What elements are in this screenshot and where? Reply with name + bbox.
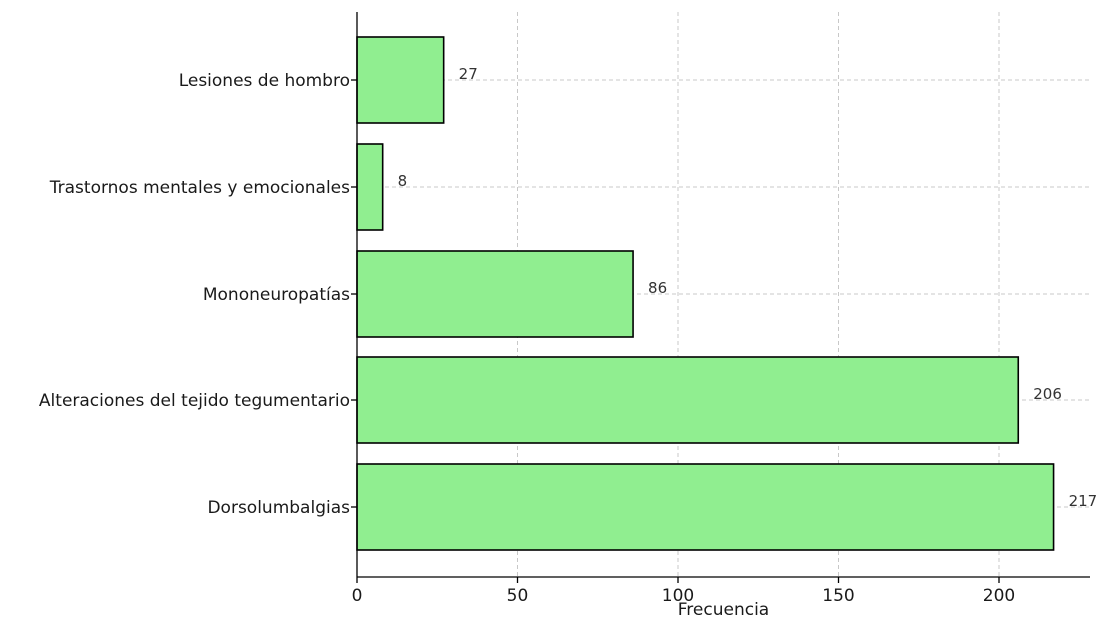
bar	[356, 356, 1020, 444]
bar	[356, 463, 1055, 551]
category-label: Dorsolumbalgias	[207, 498, 350, 518]
category-label: Lesiones de hombro	[179, 71, 350, 91]
x-tick-label: 0	[352, 586, 363, 606]
value-label: 217	[1069, 492, 1098, 510]
value-label: 27	[459, 65, 478, 83]
x-tick-label: 200	[983, 586, 1015, 606]
bar	[356, 36, 445, 124]
x-axis-title: Frecuencia	[678, 600, 769, 620]
bars	[356, 36, 1055, 551]
x-tick-label: 150	[822, 586, 854, 606]
bar	[356, 250, 634, 338]
x-tick-label: 50	[507, 586, 529, 606]
category-label: Alteraciones del tejido tegumentario	[39, 391, 350, 411]
value-label: 86	[648, 279, 667, 297]
category-label: Trastornos mentales y emocionales	[49, 178, 350, 198]
value-label: 8	[398, 172, 408, 190]
bar	[356, 143, 384, 231]
axes	[351, 12, 1090, 583]
x-tick-label: 100	[662, 586, 694, 606]
value-label: 206	[1033, 385, 1062, 403]
labels: 0 50 100 150 200 Dorsolumbalgias Alteraciones …	[39, 65, 1097, 606]
category-label: Mononeuropatías	[203, 285, 350, 305]
